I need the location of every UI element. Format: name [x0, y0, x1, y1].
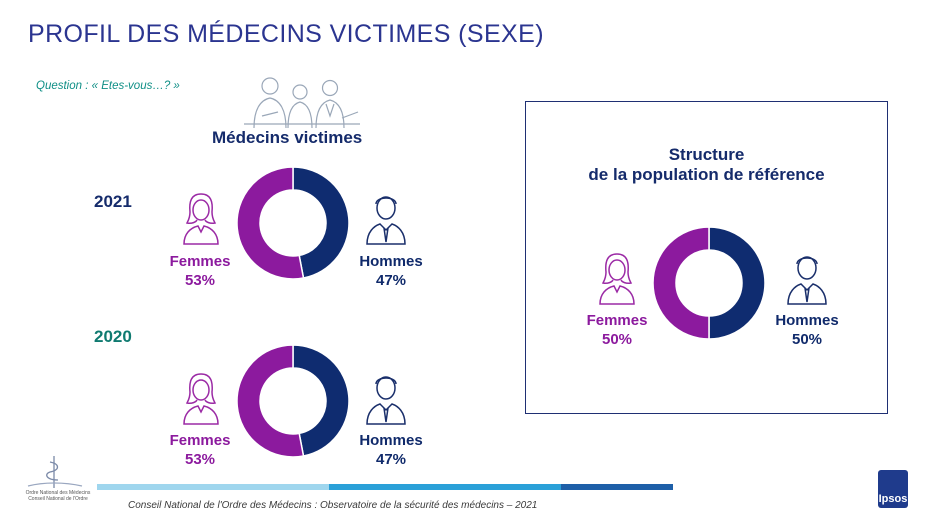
hommes-value-reference: 50% — [791, 331, 823, 348]
left-logo-line1: Ordre National des Médecins — [25, 490, 91, 496]
female-avatar-icon — [599, 253, 635, 305]
donut-slice-hommes-2021 — [292, 166, 350, 279]
reference-title: Structure de la population de référence — [525, 145, 888, 185]
left-logo-text: Ordre National des Médecins Conseil Nati… — [18, 490, 98, 502]
donut-slice-femmes-reference — [652, 226, 710, 340]
donut-slice-hommes-reference — [708, 226, 766, 340]
left-logo-line2: Conseil National de l'Ordre — [28, 496, 88, 502]
hommes-label-reference: Hommes — [775, 312, 839, 329]
year-2021-label: 2021 — [94, 192, 132, 211]
donut-chart-2021 — [236, 166, 350, 280]
reference-title-line1: Structure — [668, 145, 745, 164]
footer-bar-segment-3 — [561, 484, 673, 490]
femmes-value-2020: 53% — [184, 451, 216, 468]
victims-title: Médecins victimes — [212, 128, 363, 147]
year-2020-label: 2020 — [94, 327, 132, 346]
female-avatar-icon — [183, 373, 219, 425]
footer-text: Conseil National de l'Ordre des Médecins… — [128, 500, 538, 511]
people-illustration-icon — [244, 77, 360, 129]
donut-slice-hommes-2020 — [292, 344, 350, 457]
footer-bar-segment-1 — [97, 484, 329, 490]
hommes-value-2021: 47% — [375, 272, 407, 289]
donut-slice-femmes-2021 — [236, 166, 305, 280]
male-avatar-icon — [366, 196, 406, 245]
donut-slice-femmes-2020 — [236, 344, 305, 458]
footer-bar-segment-2 — [329, 484, 561, 490]
caduceus-logo-icon — [27, 456, 83, 488]
hommes-label-2021: Hommes — [359, 253, 423, 270]
question-text: Question : « Etes-vous…? » — [36, 80, 180, 92]
femmes-value-reference: 50% — [601, 331, 633, 348]
ipsos-logo: Ipsos — [878, 470, 908, 508]
female-avatar-icon — [183, 193, 219, 245]
femmes-label-2021: Femmes — [169, 253, 231, 270]
reference-population-box — [525, 101, 888, 414]
donut-chart-reference — [652, 226, 766, 340]
donut-chart-2020 — [236, 344, 350, 458]
page-title: PROFIL DES MÉDECINS VICTIMES (SEXE) — [28, 20, 544, 48]
hommes-label-2020: Hommes — [359, 432, 423, 449]
male-avatar-icon — [366, 376, 406, 425]
femmes-label-reference: Femmes — [586, 312, 648, 329]
reference-title-line2: de la population de référence — [588, 165, 825, 184]
femmes-label-2020: Femmes — [169, 432, 231, 449]
male-avatar-icon — [787, 256, 827, 305]
femmes-value-2021: 53% — [184, 272, 216, 289]
hommes-value-2020: 47% — [375, 451, 407, 468]
